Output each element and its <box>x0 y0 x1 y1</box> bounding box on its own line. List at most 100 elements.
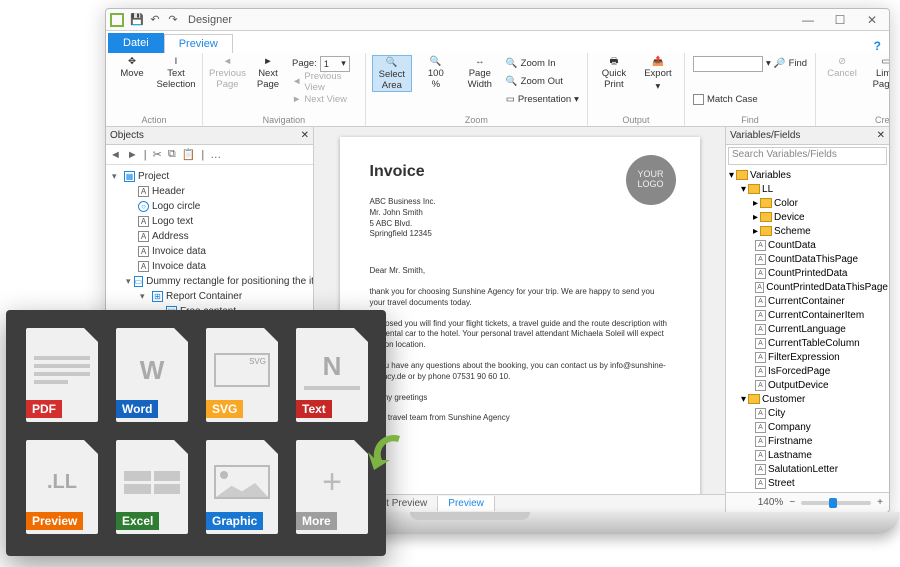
export-word[interactable]: WWord <box>116 328 188 422</box>
group-creation: ⊘Cancel ▭Limit Pages ✕Close Print Previe… <box>816 53 890 126</box>
zoom-in-btn[interactable]: + <box>877 497 883 508</box>
tree-node[interactable]: ○Logo circle <box>108 199 311 214</box>
btn-prev-page[interactable]: ◄Previous Page <box>209 55 246 90</box>
tab-preview[interactable]: Preview <box>164 34 233 53</box>
btn-zoom-in[interactable]: 🔍Zoom In <box>504 55 581 72</box>
btn-100pct[interactable]: 🔍100 % <box>416 55 456 90</box>
var-node[interactable]: ACountPrintedDataThisPage <box>727 280 888 294</box>
var-node[interactable]: ▸Device <box>727 210 888 224</box>
var-node[interactable]: ACurrentTableColumn <box>727 336 888 350</box>
doc-address: ABC Business Inc.Mr. John Smith5 ABC Blv… <box>370 197 670 240</box>
prev-page-icon: ◄ <box>223 57 232 67</box>
zoom-slider[interactable] <box>801 501 871 505</box>
btn-select-area[interactable]: 🔍Select Area <box>372 55 412 92</box>
objects-toolbar[interactable]: ◄►|✂⧉📋|… <box>106 145 313 165</box>
print-icon: 🖶 <box>609 57 618 67</box>
var-node[interactable]: ACurrentLanguage <box>727 322 888 336</box>
btn-prev-view[interactable]: ◄Previous View <box>290 73 359 90</box>
tree-node[interactable]: ALogo text <box>108 214 311 229</box>
var-node[interactable]: ▾LL <box>727 182 888 196</box>
var-node[interactable]: ACity <box>727 406 888 420</box>
pct100-icon: 🔍 <box>430 57 442 67</box>
qat-save-icon[interactable]: 💾 <box>130 13 144 26</box>
logo-placeholder: YOUR LOGO <box>626 155 676 205</box>
var-node[interactable]: ACountDataThisPage <box>727 252 888 266</box>
tree-node[interactable]: AHeader <box>108 184 311 199</box>
arrow-icon <box>364 430 408 474</box>
btn-quick-print[interactable]: 🖶Quick Print <box>594 55 634 90</box>
var-node[interactable]: ALastname <box>727 448 888 462</box>
btn-text-selection[interactable]: IText Selection <box>156 55 196 90</box>
qat-redo-icon[interactable]: ↷ <box>166 13 180 26</box>
var-node[interactable]: ▸Scheme <box>727 224 888 238</box>
var-node[interactable]: ACompany <box>727 420 888 434</box>
variables-close-icon[interactable]: ✕ <box>877 130 885 141</box>
limit-pages-icon: ▭ <box>882 57 890 67</box>
export-preview[interactable]: .LLPreview <box>26 440 98 534</box>
tree-node[interactable]: AInvoice data <box>108 244 311 259</box>
tree-node[interactable]: AAddress <box>108 229 311 244</box>
var-node[interactable]: AFilterExpression <box>727 350 888 364</box>
btn-zoom-out[interactable]: 🔍Zoom Out <box>504 73 581 90</box>
qat-undo-icon[interactable]: ↶ <box>148 13 162 26</box>
export-pdf[interactable]: PDF <box>26 328 98 422</box>
var-node[interactable]: ▾Customer <box>727 392 888 406</box>
btn-next-page[interactable]: ►Next Page <box>250 55 286 90</box>
export-excel[interactable]: Excel <box>116 440 188 534</box>
group-navigation: ◄Previous Page ►Next Page Page:1▾ ◄Previ… <box>203 53 366 126</box>
var-node[interactable]: ▾Variables <box>727 168 888 182</box>
var-node[interactable]: ACurrentContainerItem <box>727 308 888 322</box>
btn-presentation[interactable]: ▭Presentation ▾ <box>504 91 581 108</box>
var-node[interactable]: AStreet <box>727 476 888 490</box>
close-button[interactable]: ✕ <box>859 13 885 27</box>
var-node[interactable]: ▸Color <box>727 196 888 210</box>
doc-p5: Your travel team from Sunshine Agency <box>370 413 670 424</box>
var-node[interactable]: AIsForcedPage <box>727 364 888 378</box>
var-node[interactable]: ASalutationLetter <box>727 462 888 476</box>
search-variables-input[interactable]: Search Variables/Fields <box>728 147 887 165</box>
btn-export[interactable]: 📤Export▾ <box>638 55 678 92</box>
tab-preview-view[interactable]: Preview <box>438 496 495 511</box>
window-title: Designer <box>188 14 232 26</box>
tree-node[interactable]: ▾⊞Report Container <box>108 289 311 304</box>
var-node[interactable]: AFirstname <box>727 434 888 448</box>
find-input-row[interactable]: ▾🔎Find <box>691 55 809 72</box>
ribbon: ✥Move IText Selection Action ◄Previous P… <box>106 53 889 127</box>
var-node[interactable]: AOutputDevice <box>727 378 888 392</box>
zoom-out-btn[interactable]: − <box>789 497 795 508</box>
help-icon[interactable]: ? <box>874 39 881 53</box>
btn-page-width[interactable]: ↔Page Width <box>460 55 500 90</box>
minimize-button[interactable]: — <box>795 13 821 27</box>
tab-file[interactable]: Datei <box>108 33 164 53</box>
tree-node[interactable]: AInvoice data <box>108 259 311 274</box>
export-formats-overlay: PDFWWordSVGSVGNText .LLPreviewExcelGraphi… <box>6 310 386 556</box>
export-more[interactable]: +More <box>296 440 368 534</box>
page-selector[interactable]: Page:1▾ <box>290 55 359 72</box>
objects-close-icon[interactable]: ✕ <box>301 130 309 141</box>
zoom-label: 140% <box>758 497 784 508</box>
export-graphic[interactable]: Graphic <box>206 440 278 534</box>
var-node[interactable]: ACountPrintedData <box>727 266 888 280</box>
tree-node[interactable]: ▾▭Dummy rectangle for positioning the it… <box>108 274 311 289</box>
quick-access-toolbar[interactable]: 💾 ↶ ↷ <box>130 13 180 26</box>
btn-cancel[interactable]: ⊘Cancel <box>822 55 862 80</box>
find-input[interactable] <box>693 56 763 72</box>
btn-move[interactable]: ✥Move <box>112 55 152 80</box>
tree-node[interactable]: ▾▦Project <box>108 169 311 184</box>
export-svg[interactable]: SVGSVG <box>206 328 278 422</box>
var-node[interactable]: ACountData <box>727 238 888 252</box>
maximize-button[interactable]: ☐ <box>827 13 853 27</box>
find-icon: 🔎 <box>774 58 786 69</box>
var-node[interactable]: ACurrentContainer <box>727 294 888 308</box>
chk-match-case[interactable]: Match Case <box>691 91 809 108</box>
variables-tree[interactable]: ▾Variables▾LL▸Color▸Device▸SchemeACountD… <box>726 167 889 492</box>
export-text[interactable]: NText <box>296 328 368 422</box>
prev-view-icon: ◄ <box>292 76 301 87</box>
text-selection-icon: I <box>175 57 178 67</box>
group-output: 🖶Quick Print 📤Export▾ Output <box>588 53 685 126</box>
doc-p3: If you have any questions about the book… <box>370 361 670 383</box>
group-find: ▾🔎Find Match Case Find <box>685 53 816 126</box>
btn-limit-pages[interactable]: ▭Limit Pages <box>866 55 890 90</box>
zoom-in-icon: 🔍 <box>506 58 518 69</box>
btn-next-view[interactable]: ►Next View <box>290 91 359 108</box>
